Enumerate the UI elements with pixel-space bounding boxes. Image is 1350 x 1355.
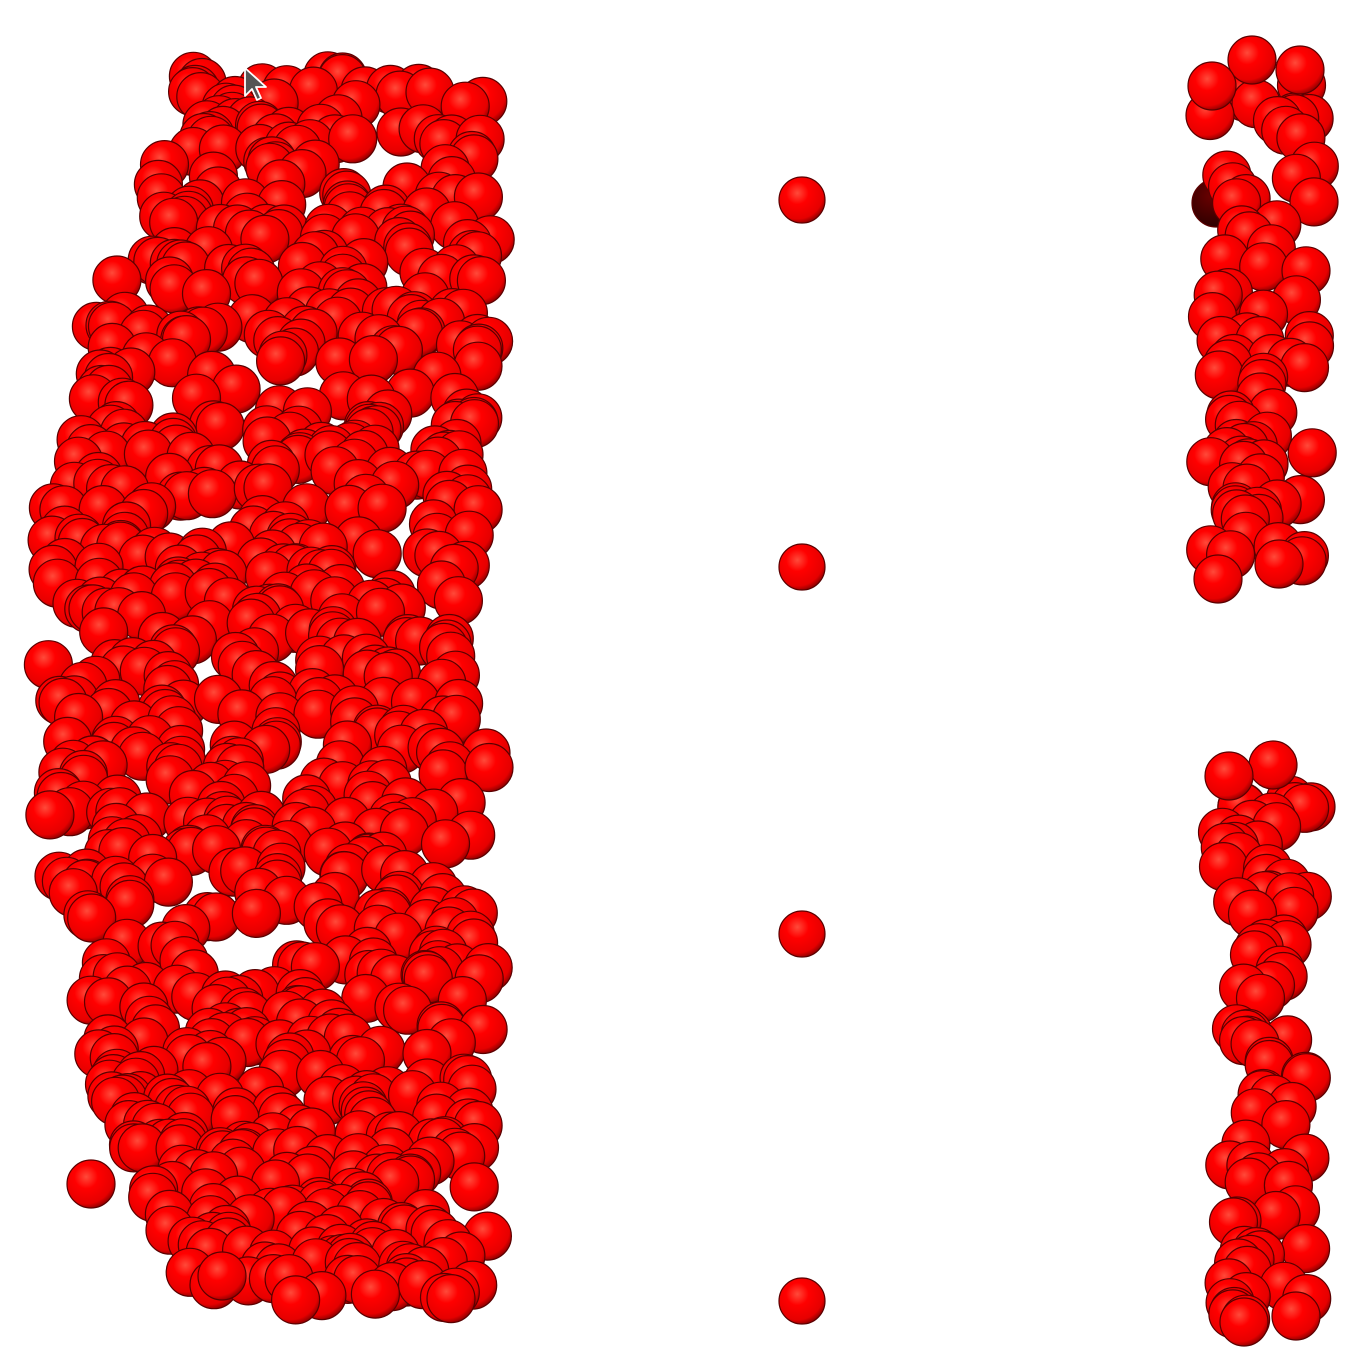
particle-cloud [23, 35, 1339, 1347]
particle [350, 1269, 400, 1319]
particle [1219, 1297, 1269, 1347]
particle [67, 893, 117, 943]
particle [778, 176, 826, 224]
particle [231, 888, 281, 939]
particle [449, 1162, 499, 1212]
particle [464, 742, 514, 793]
particle [1287, 428, 1337, 478]
particle [1271, 1291, 1321, 1341]
particle [271, 1275, 321, 1325]
particle [256, 336, 306, 386]
particle [1254, 539, 1304, 589]
particle [1187, 61, 1237, 111]
particle [1204, 751, 1254, 801]
particle [426, 1273, 476, 1324]
particle [778, 910, 826, 958]
particle [1289, 177, 1339, 227]
particle [1227, 35, 1277, 85]
particle [1275, 45, 1325, 95]
particle [197, 1251, 247, 1301]
particle [778, 543, 826, 591]
particle [187, 469, 237, 519]
particle [25, 790, 75, 840]
particle [1193, 554, 1243, 604]
particle [66, 1159, 116, 1209]
particle [1248, 740, 1298, 790]
particle [1279, 343, 1330, 393]
particle [778, 1277, 826, 1325]
particle [328, 114, 378, 164]
particle [420, 819, 471, 869]
